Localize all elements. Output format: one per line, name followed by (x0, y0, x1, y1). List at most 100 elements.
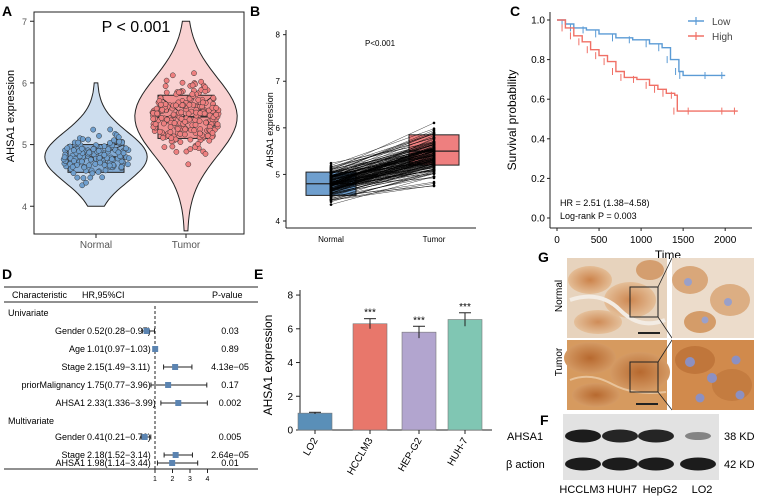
bar-significance: *** (459, 302, 471, 313)
blot-size-42kd: 42 KD (724, 459, 755, 471)
panel-letter-e: E (254, 266, 263, 282)
panel-g: G Normal Tumor (538, 249, 754, 411)
bar-group-hep-g2: *** HEP-G2 (396, 315, 437, 474)
paired-line (330, 153, 435, 181)
bar-hcclm3 (352, 323, 388, 431)
paired-line (330, 150, 435, 185)
panel-a-point-normal (111, 137, 117, 144)
paired-point-tumor (432, 121, 436, 125)
forest-row-name: AHSA1 (55, 458, 85, 468)
blot-size-38kd: 38 KD (724, 431, 755, 443)
panel-a-point-tumor (154, 110, 161, 117)
panel-a-point-tumor (195, 97, 202, 103)
bar-significance: *** (413, 315, 425, 326)
panel-a-point-normal (81, 164, 88, 171)
panel-b-pvalue: P<0.001 (365, 39, 396, 48)
forest-row-hr: 0.41(0.21−0.76) (87, 432, 151, 442)
forest-row-pvalue: 0.005 (219, 432, 242, 442)
forest-row-pvalue: 0.002 (219, 398, 242, 408)
panel-a-point-normal (123, 145, 129, 152)
paired-line (330, 122, 435, 171)
bar-group-lo2: LO2 (297, 411, 333, 458)
panel-a-point-tumor (179, 102, 186, 109)
paired-line (330, 160, 435, 191)
panel-letter-b: B (250, 3, 260, 19)
paired-point-tumor (432, 134, 436, 137)
blot-band-beta-action-1 (565, 457, 601, 471)
panel-a-point-tumor (209, 130, 216, 136)
blot-band-beta-action-3 (638, 457, 674, 471)
panel-c-xtick-label: 500 (591, 235, 608, 246)
western-blot-bands (565, 429, 716, 471)
paired-line (330, 169, 435, 186)
panel-letter-d: D (2, 266, 12, 282)
panel-a-point-tumor (187, 146, 194, 152)
panel-a-xtick-tumor: Tumor (172, 240, 201, 251)
panel-a-point-tumor (201, 110, 208, 117)
paired-point-tumor (432, 143, 436, 147)
paired-line (330, 148, 435, 173)
bar-group-hcclm3: *** HCCLM3 (346, 308, 388, 477)
forest-hr-marker (172, 452, 179, 458)
panel-a-point-normal (90, 146, 97, 152)
forest-hr-marker (152, 346, 159, 352)
forest-row-name: Stage (61, 450, 85, 460)
panel-a-point-normal (86, 149, 93, 156)
panel-a-point-tumor (196, 118, 203, 124)
forest-header-hr: HR,95%CI (82, 290, 125, 300)
ihc-zoom-connectors (657, 257, 673, 411)
blot-lane-hepg2: HepG2 (643, 484, 678, 496)
panel-a-point-normal (74, 174, 81, 181)
panel-a-point-tumor (203, 119, 209, 126)
paired-line (330, 170, 435, 194)
blot-lane-hcclm3: HCCLM3 (559, 484, 604, 496)
panel-a-point-tumor (178, 109, 185, 116)
forest-row-name: Stage (61, 362, 85, 372)
panel-a-point-normal (61, 154, 68, 161)
panel-b-y-axis: 4 5 6 7 8 (276, 31, 286, 226)
forest-row-pvalue: 4.13e−05 (211, 362, 249, 372)
panel-a-point-normal (70, 170, 77, 176)
panel-c-ytick-label: 0.4 (531, 134, 545, 145)
panel-a-point-tumor (200, 99, 206, 106)
panel-c-y-axis: 0.0 0.2 0.4 0.6 0.8 1.0 (531, 16, 550, 225)
paired-line (330, 135, 435, 178)
km-curve-low (557, 19, 726, 77)
panel-a-point-normal (92, 161, 99, 167)
panel-c-ytick-label: 0.0 (531, 214, 545, 225)
panel-a-point-tumor (182, 126, 189, 133)
panel-a-point-tumor (187, 136, 194, 143)
paired-line (330, 133, 435, 172)
panel-a-point-tumor (174, 126, 181, 132)
paired-line (330, 155, 435, 184)
panel-a-point-tumor (170, 111, 177, 118)
panel-e-ytick-label: 2 (287, 392, 293, 403)
panel-a-point-normal (85, 136, 92, 143)
panel-a-point-tumor (179, 79, 186, 86)
forest-row-univariate-age: Age 1.01(0.97−1.03) 0.89 (69, 344, 239, 354)
paired-line (330, 170, 435, 188)
panel-a-point-tumor (160, 134, 166, 141)
paired-line (330, 152, 435, 177)
paired-point-normal (329, 172, 333, 175)
forest-header-characteristic: Characteristic (12, 290, 68, 300)
paired-point-tumor (432, 132, 436, 136)
panel-a-point-tumor (214, 121, 221, 128)
panel-c-ytick-label: 1.0 (531, 16, 545, 27)
forest-row-hr: 0.52(0.28−0.97) (87, 326, 151, 336)
paired-line (330, 128, 435, 166)
panel-a-point-tumor (158, 115, 165, 121)
panel-a-ytick-label: 7 (22, 17, 27, 27)
paired-line (330, 143, 435, 183)
panel-a-point-normal (78, 145, 85, 152)
paired-point-tumor (432, 184, 436, 187)
panel-a-y-axis: 4 5 6 7 (22, 17, 34, 212)
paired-line (330, 156, 435, 190)
panel-a-point-normal (90, 126, 97, 133)
panel-a-point-normal (78, 158, 85, 165)
panel-a-ylabel: AHSA1 expression (5, 70, 17, 162)
forest-row-name: Age (69, 344, 85, 354)
panel-a-point-tumor (213, 111, 219, 118)
